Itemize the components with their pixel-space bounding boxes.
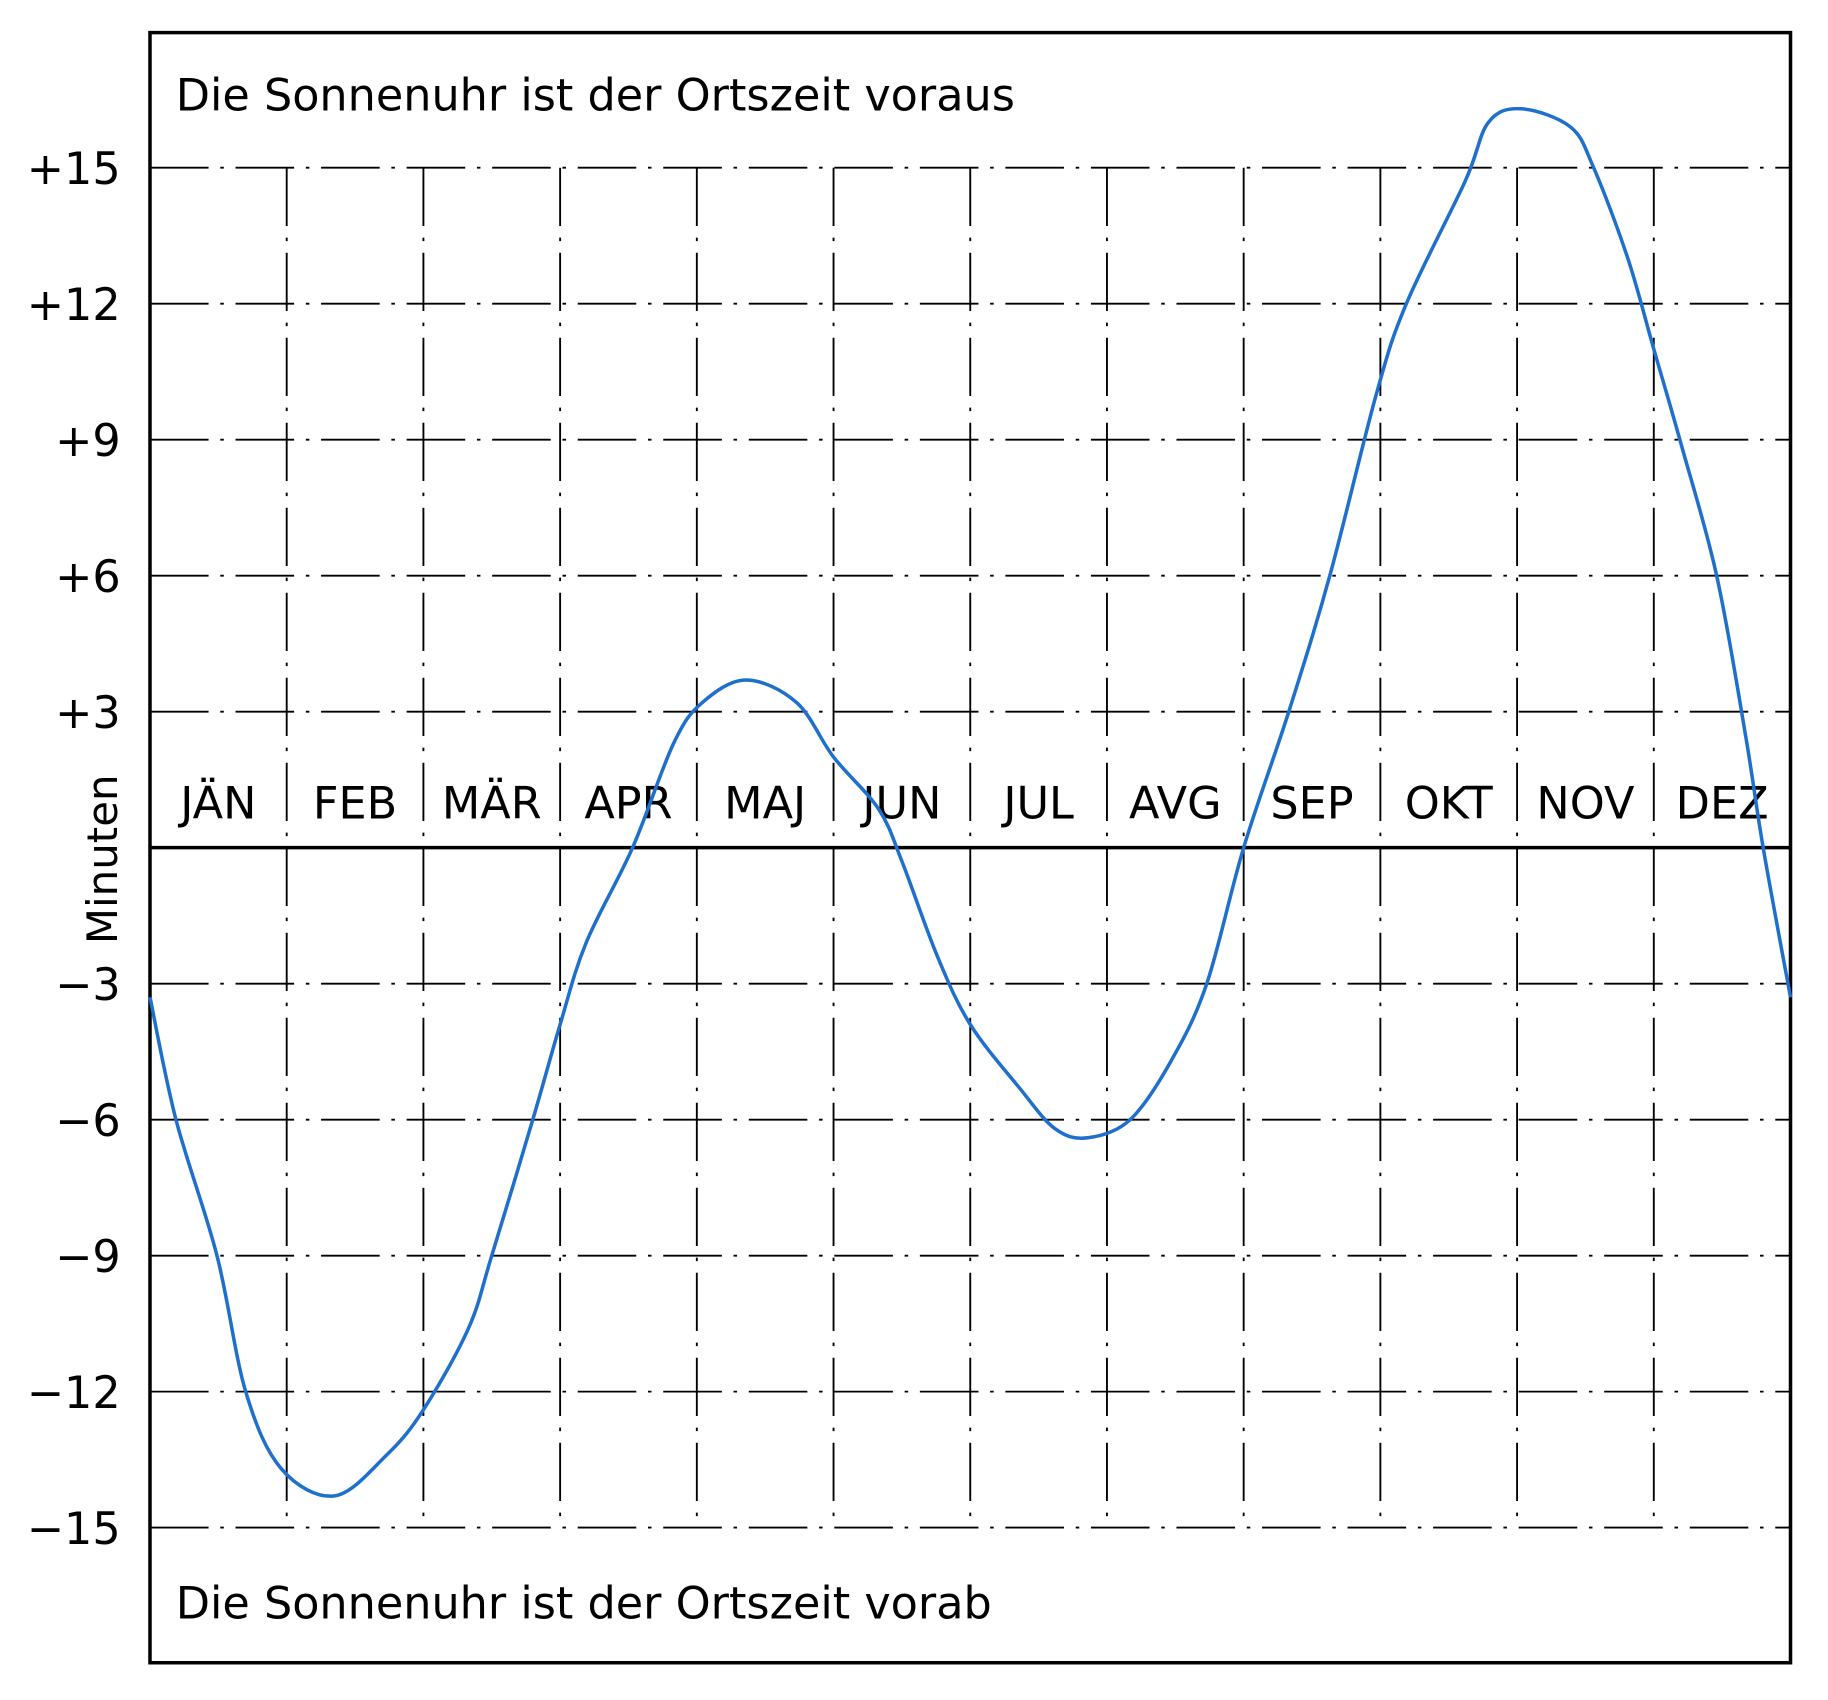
y-tick-label: +15 — [27, 144, 121, 195]
y-tick-labels: +15 +12 +9 +6 +3 −3 −6 −9 −12 −15 — [27, 144, 121, 1555]
y-tick-label: −9 — [55, 1232, 121, 1283]
annotation-top: Die Sonnenuhr ist der Ortszeit voraus — [176, 71, 1015, 122]
y-tick-label: −12 — [27, 1368, 121, 1419]
series-line — [148, 106, 1793, 1498]
month-label: AVG — [1129, 779, 1222, 830]
month-label: JUN — [859, 779, 941, 830]
month-label: MAJ — [724, 779, 806, 830]
month-label: NOV — [1536, 779, 1634, 830]
y-axis-label: Minuten — [78, 774, 127, 944]
y-tick-label: +3 — [55, 688, 121, 739]
y-tick-label: −6 — [55, 1096, 121, 1147]
month-label: OKT — [1405, 779, 1494, 830]
month-label: JUL — [1000, 779, 1074, 830]
y-tick-label: +12 — [27, 280, 121, 331]
month-label: FEB — [313, 779, 397, 830]
plot-frame — [148, 30, 1793, 1665]
y-tick-label: −15 — [27, 1504, 121, 1555]
month-label: MÄR — [442, 778, 542, 830]
grid — [149, 166, 1791, 1529]
y-tick-label: −3 — [55, 960, 121, 1011]
month-label: JÄN — [177, 778, 256, 830]
month-labels: JÄN FEB MÄR APR MAJ JUN JUL AVG SEP OKT NOV DEZ — [177, 778, 1768, 830]
month-label: APR — [584, 779, 672, 830]
y-tick-label: +6 — [55, 552, 121, 603]
annotation-bottom: Die Sonnenuhr ist der Ortszeit vorab — [176, 1579, 992, 1630]
month-label: SEP — [1270, 779, 1353, 830]
y-tick-label: +9 — [55, 416, 121, 467]
